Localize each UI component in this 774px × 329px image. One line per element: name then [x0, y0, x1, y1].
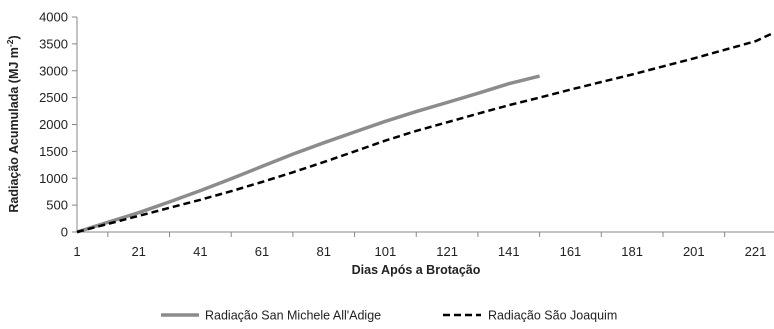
y-tick-label: 3000: [39, 63, 68, 78]
legend: Radiação San Michele All'Adige Radiação …: [161, 309, 617, 323]
y-tick-label: 1500: [39, 144, 68, 159]
x-tick-label: 1: [73, 244, 80, 259]
x-tick-label: 121: [436, 244, 458, 259]
axes: [76, 17, 774, 233]
y-tick-label: 2500: [39, 90, 68, 105]
x-tick-label: 61: [255, 244, 269, 259]
series-line-sao-joaquim: [76, 31, 774, 234]
y-tick-label: 500: [46, 198, 68, 213]
x-axis-title: Dias Após a Brotação: [352, 263, 481, 277]
y-axis-title-superscript: -2: [5, 39, 15, 47]
x-tick-label: 161: [560, 244, 582, 259]
y-tick-label: 1000: [39, 171, 68, 186]
x-tick-label: 201: [683, 244, 705, 259]
y-tick-label: 3500: [39, 36, 68, 51]
x-tick-label: 21: [131, 244, 145, 259]
x-tick-label: 41: [193, 244, 207, 259]
x-tick-label: 101: [375, 244, 397, 259]
y-axis-title: Radiação Acumulada (MJ m-2): [5, 35, 21, 212]
x-axis-ticks: 1 21 41 61 81 101 121 141 161 181 201 221: [73, 232, 766, 259]
y-axis-title-close: ): [7, 35, 21, 39]
y-tick-label: 4000: [39, 10, 68, 25]
x-tick-label: 221: [745, 244, 767, 259]
y-axis-ticks: 0 500 1000 1500 2000 2500 3000 3500 4000: [39, 10, 77, 240]
plot-area: [76, 31, 774, 234]
y-tick-label: 2000: [39, 117, 68, 132]
y-axis-title-text: Radiação Acumulada (MJ m: [7, 47, 21, 213]
legend-label-san-michele: Radiação San Michele All'Adige: [205, 309, 381, 323]
y-tick-label: 0: [61, 225, 68, 240]
legend-label-sao-joaquim: Radiação São Joaquim: [488, 309, 617, 323]
series-line-san-michele: [76, 74, 541, 234]
x-tick-label: 81: [316, 244, 330, 259]
x-tick-label: 141: [498, 244, 520, 259]
x-tick-label: 181: [621, 244, 643, 259]
